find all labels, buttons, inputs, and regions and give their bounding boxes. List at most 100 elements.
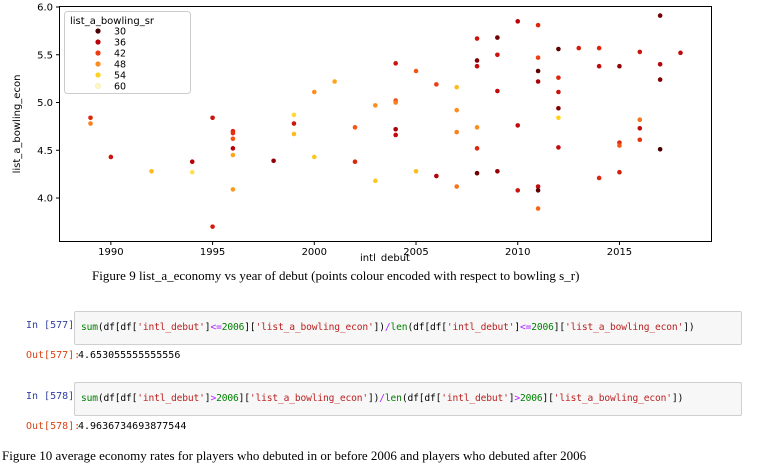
data-point-50 [515,188,521,193]
data-point-56 [535,188,541,193]
data-point-41 [474,125,480,130]
code-token: ][ [244,322,256,333]
code-token: 'intl_debut' [446,322,515,333]
data-point-48 [515,19,521,24]
code-token: len [384,393,402,404]
code-token: ] [514,322,520,333]
y-axis-label: list_a_bowling_econ [12,75,23,174]
data-point-71 [617,169,622,175]
data-point-38 [474,36,480,41]
data-point-12 [230,152,236,158]
data-point-78 [657,77,663,82]
code-token: 'list_a_bowling_econ' [553,393,672,404]
code-token: ] [204,322,211,333]
output-prompt: Out[577]: [26,350,81,361]
y-tick-label: 4.0 [37,194,53,205]
data-point-25 [393,61,398,66]
code-token: > [514,393,520,404]
code-token: / [379,393,385,404]
input-prompt: In [578]: [26,391,81,402]
cell-output: 4.653055555555556 [78,350,181,361]
legend-title: list_a_bowling_sr [70,16,155,27]
data-point-59 [556,75,561,80]
legend-marker [95,72,101,78]
code-token: 2006 [216,393,239,404]
data-point-57 [535,206,541,211]
data-point-67 [596,175,602,181]
data-point-43 [474,170,480,176]
code-token: 2006 [531,322,554,333]
data-point-17 [291,131,297,137]
legend-label: 42 [114,49,126,60]
legend-label: 36 [114,38,126,49]
y-axis: 4.0 4.5 5.0 5.5 6.0 [37,3,60,205]
code-token: (df[df[ [97,393,138,404]
data-point-76 [657,13,663,18]
y-tick-label: 4.5 [37,146,53,157]
data-point-20 [332,79,337,84]
figure-10-caption: Figure 10 average economy rates for play… [2,448,587,463]
data-point-9 [230,130,236,136]
data-point-35 [454,107,460,113]
data-point-73 [637,117,643,123]
data-point-44 [495,35,500,40]
data-point-34 [454,84,460,90]
code-token: ] [204,393,211,404]
code-token: sum [81,393,98,404]
data-point-79 [657,147,663,152]
code-line: sum(df[df['intl_debut']<=2006]['list_a_b… [81,322,695,333]
code-token: / [384,322,391,333]
data-point-0 [88,115,93,121]
code-line: sum(df[df['intl_debut']>2006]['list_a_bo… [81,393,683,404]
data-point-61 [556,105,561,111]
data-point-28 [393,126,398,132]
data-point-16 [291,121,297,126]
data-point-68 [617,63,622,69]
x-tick-label: 2015 [607,247,632,258]
data-point-47 [495,168,500,174]
data-point-31 [413,168,419,174]
data-point-80 [678,50,683,56]
x-tick-label: 2010 [505,247,530,258]
data-point-37 [454,184,460,189]
data-point-5 [189,169,195,175]
legend-marker [95,61,101,67]
data-point-21 [352,125,358,130]
data-point-46 [495,88,500,94]
code-token: ][ [553,322,566,333]
data-point-60 [556,89,561,95]
data-point-63 [556,145,561,150]
code-token: ][ [238,393,250,404]
code-input-cell[interactable]: sum(df[df['intl_debut']>2006]['list_a_bo… [74,382,742,416]
data-point-39 [474,58,480,63]
data-point-4 [189,159,195,165]
data-point-18 [311,89,317,95]
code-token: (df[df[ [401,393,442,404]
data-point-6 [210,115,215,121]
data-point-55 [535,184,541,189]
code-token: len [390,322,408,333]
y-tick-label: 5.5 [37,50,53,61]
data-point-45 [495,52,500,58]
data-point-77 [657,62,663,67]
data-point-62 [556,115,561,121]
code-input-cell[interactable]: sum(df[df['intl_debut']<=2006]['list_a_b… [74,311,742,345]
data-point-19 [311,154,317,160]
data-point-36 [454,129,460,135]
data-point-32 [434,82,439,87]
y-tick-label: 5.0 [37,98,53,109]
code-token: ]) [368,393,380,404]
data-point-3 [149,168,154,174]
code-token: 'list_a_bowling_econ' [255,322,374,333]
x-tick-label: 1995 [200,247,225,258]
data-point-51 [535,22,541,28]
data-point-74 [637,125,643,131]
legend-label: 60 [114,82,126,93]
code-token: 'list_a_bowling_econ' [249,393,369,404]
data-point-64 [576,45,582,51]
code-token: 2006 [520,393,543,404]
legend-label: 48 [114,60,126,71]
data-point-1 [88,121,93,126]
